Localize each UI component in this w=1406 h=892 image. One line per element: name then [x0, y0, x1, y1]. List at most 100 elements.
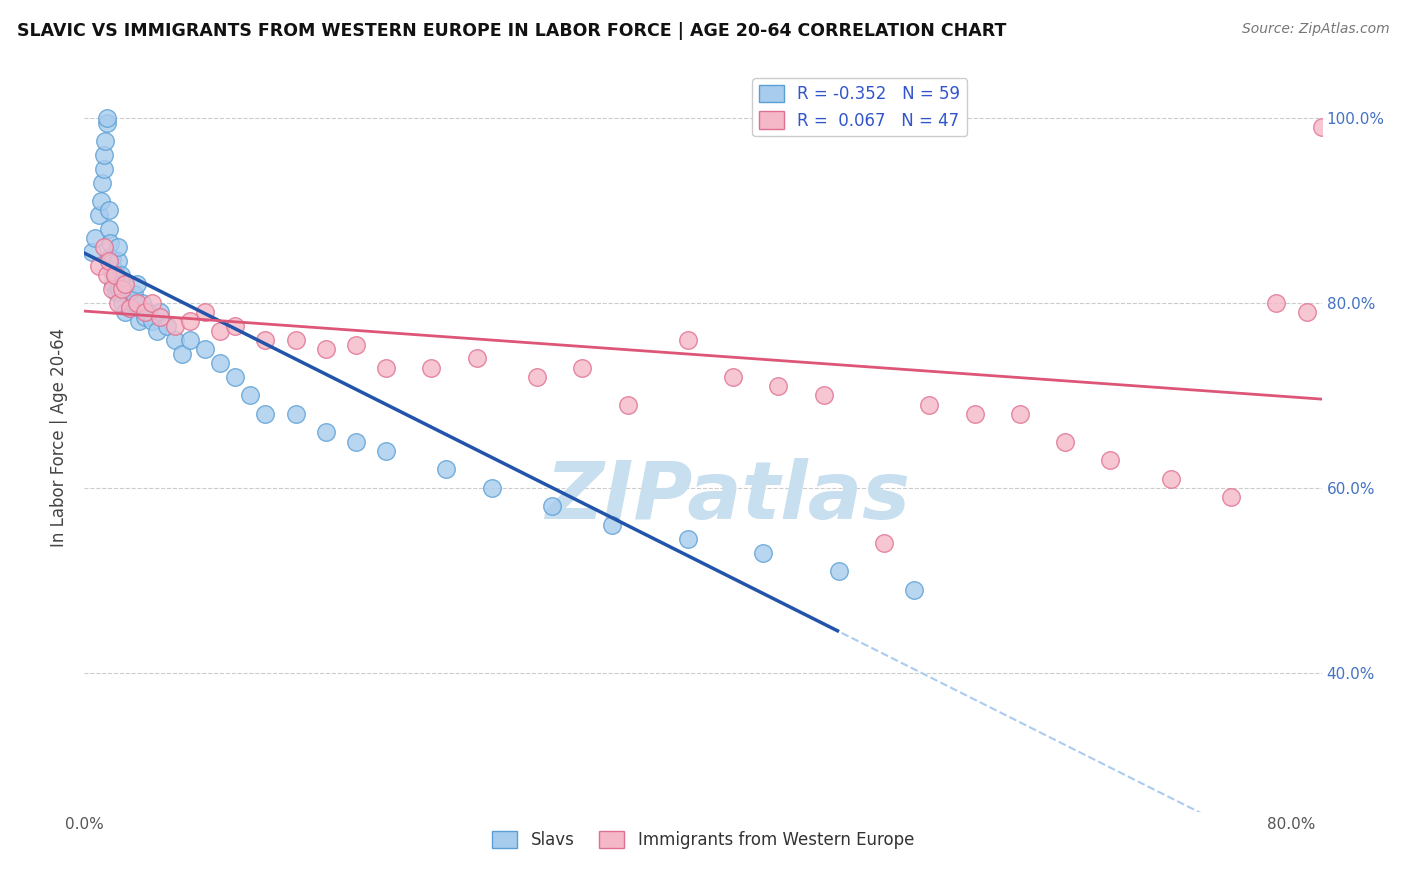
Point	[100, 263, 122, 277]
Point	[91, 176, 114, 190]
Point	[100, 282, 122, 296]
Point	[541, 500, 564, 514]
Point	[156, 319, 179, 334]
Point	[80, 245, 103, 260]
Point	[107, 240, 129, 254]
Point	[105, 285, 128, 299]
Point	[254, 407, 277, 421]
Point	[107, 254, 129, 268]
Point	[136, 305, 159, 319]
Point	[903, 582, 925, 597]
Point	[1054, 434, 1077, 449]
Point	[1295, 305, 1317, 319]
Point	[1008, 407, 1031, 421]
Point	[96, 268, 118, 283]
Point	[224, 370, 246, 384]
Point	[97, 222, 120, 236]
Point	[721, 370, 744, 384]
Point	[1160, 472, 1182, 486]
Point	[128, 314, 150, 328]
Point	[163, 319, 186, 334]
Point	[114, 277, 136, 292]
Point	[93, 148, 115, 162]
Point	[375, 360, 398, 375]
Point	[96, 115, 118, 129]
Point	[179, 333, 201, 347]
Legend: Slavs, Immigrants from Western Europe: Slavs, Immigrants from Western Europe	[485, 824, 921, 855]
Point	[93, 161, 115, 176]
Point	[254, 333, 277, 347]
Point	[90, 194, 112, 209]
Point	[315, 342, 337, 356]
Point	[1348, 148, 1371, 162]
Point	[98, 235, 121, 250]
Point	[127, 296, 149, 310]
Point	[89, 259, 111, 273]
Point	[111, 282, 134, 296]
Point	[141, 314, 163, 328]
Point	[118, 301, 141, 315]
Point	[111, 277, 134, 292]
Point	[115, 286, 138, 301]
Point	[179, 314, 201, 328]
Y-axis label: In Labor Force | Age 20-64: In Labor Force | Age 20-64	[51, 327, 69, 547]
Point	[98, 250, 121, 264]
Point	[103, 263, 125, 277]
Point	[97, 203, 120, 218]
Point	[526, 370, 548, 384]
Point	[420, 360, 443, 375]
Point	[94, 134, 117, 148]
Point	[134, 310, 156, 324]
Point	[149, 305, 172, 319]
Point	[1220, 490, 1243, 504]
Point	[149, 310, 172, 324]
Point	[103, 268, 125, 283]
Point	[209, 356, 232, 370]
Point	[284, 333, 307, 347]
Point	[1310, 120, 1333, 135]
Point	[110, 268, 132, 283]
Point	[209, 324, 232, 338]
Point	[107, 296, 129, 310]
Point	[93, 240, 115, 254]
Point	[873, 536, 896, 550]
Point	[602, 518, 624, 533]
Point	[239, 388, 262, 402]
Point	[96, 111, 118, 125]
Point	[963, 407, 986, 421]
Point	[813, 388, 835, 402]
Point	[134, 305, 156, 319]
Point	[194, 305, 217, 319]
Point	[172, 347, 194, 361]
Point	[131, 296, 153, 310]
Point	[118, 301, 141, 315]
Point	[163, 333, 186, 347]
Point	[315, 425, 337, 440]
Point	[127, 277, 149, 292]
Point	[146, 324, 169, 338]
Point	[1355, 777, 1378, 791]
Text: SLAVIC VS IMMIGRANTS FROM WESTERN EUROPE IN LABOR FORCE | AGE 20-64 CORRELATION : SLAVIC VS IMMIGRANTS FROM WESTERN EUROPE…	[17, 22, 1007, 40]
Point	[121, 296, 143, 310]
Point	[436, 462, 458, 476]
Point	[97, 254, 120, 268]
Point	[101, 277, 124, 292]
Point	[194, 342, 217, 356]
Point	[465, 351, 488, 366]
Point	[111, 296, 134, 310]
Point	[89, 208, 111, 222]
Point	[141, 296, 163, 310]
Point	[571, 360, 593, 375]
Point	[122, 286, 145, 301]
Point	[375, 444, 398, 458]
Point	[481, 481, 503, 495]
Point	[1099, 453, 1122, 467]
Point	[1326, 111, 1348, 125]
Point	[752, 546, 775, 560]
Point	[84, 231, 107, 245]
Point	[1265, 296, 1288, 310]
Point	[768, 379, 790, 393]
Point	[114, 305, 136, 319]
Point	[676, 532, 699, 546]
Point	[108, 282, 131, 296]
